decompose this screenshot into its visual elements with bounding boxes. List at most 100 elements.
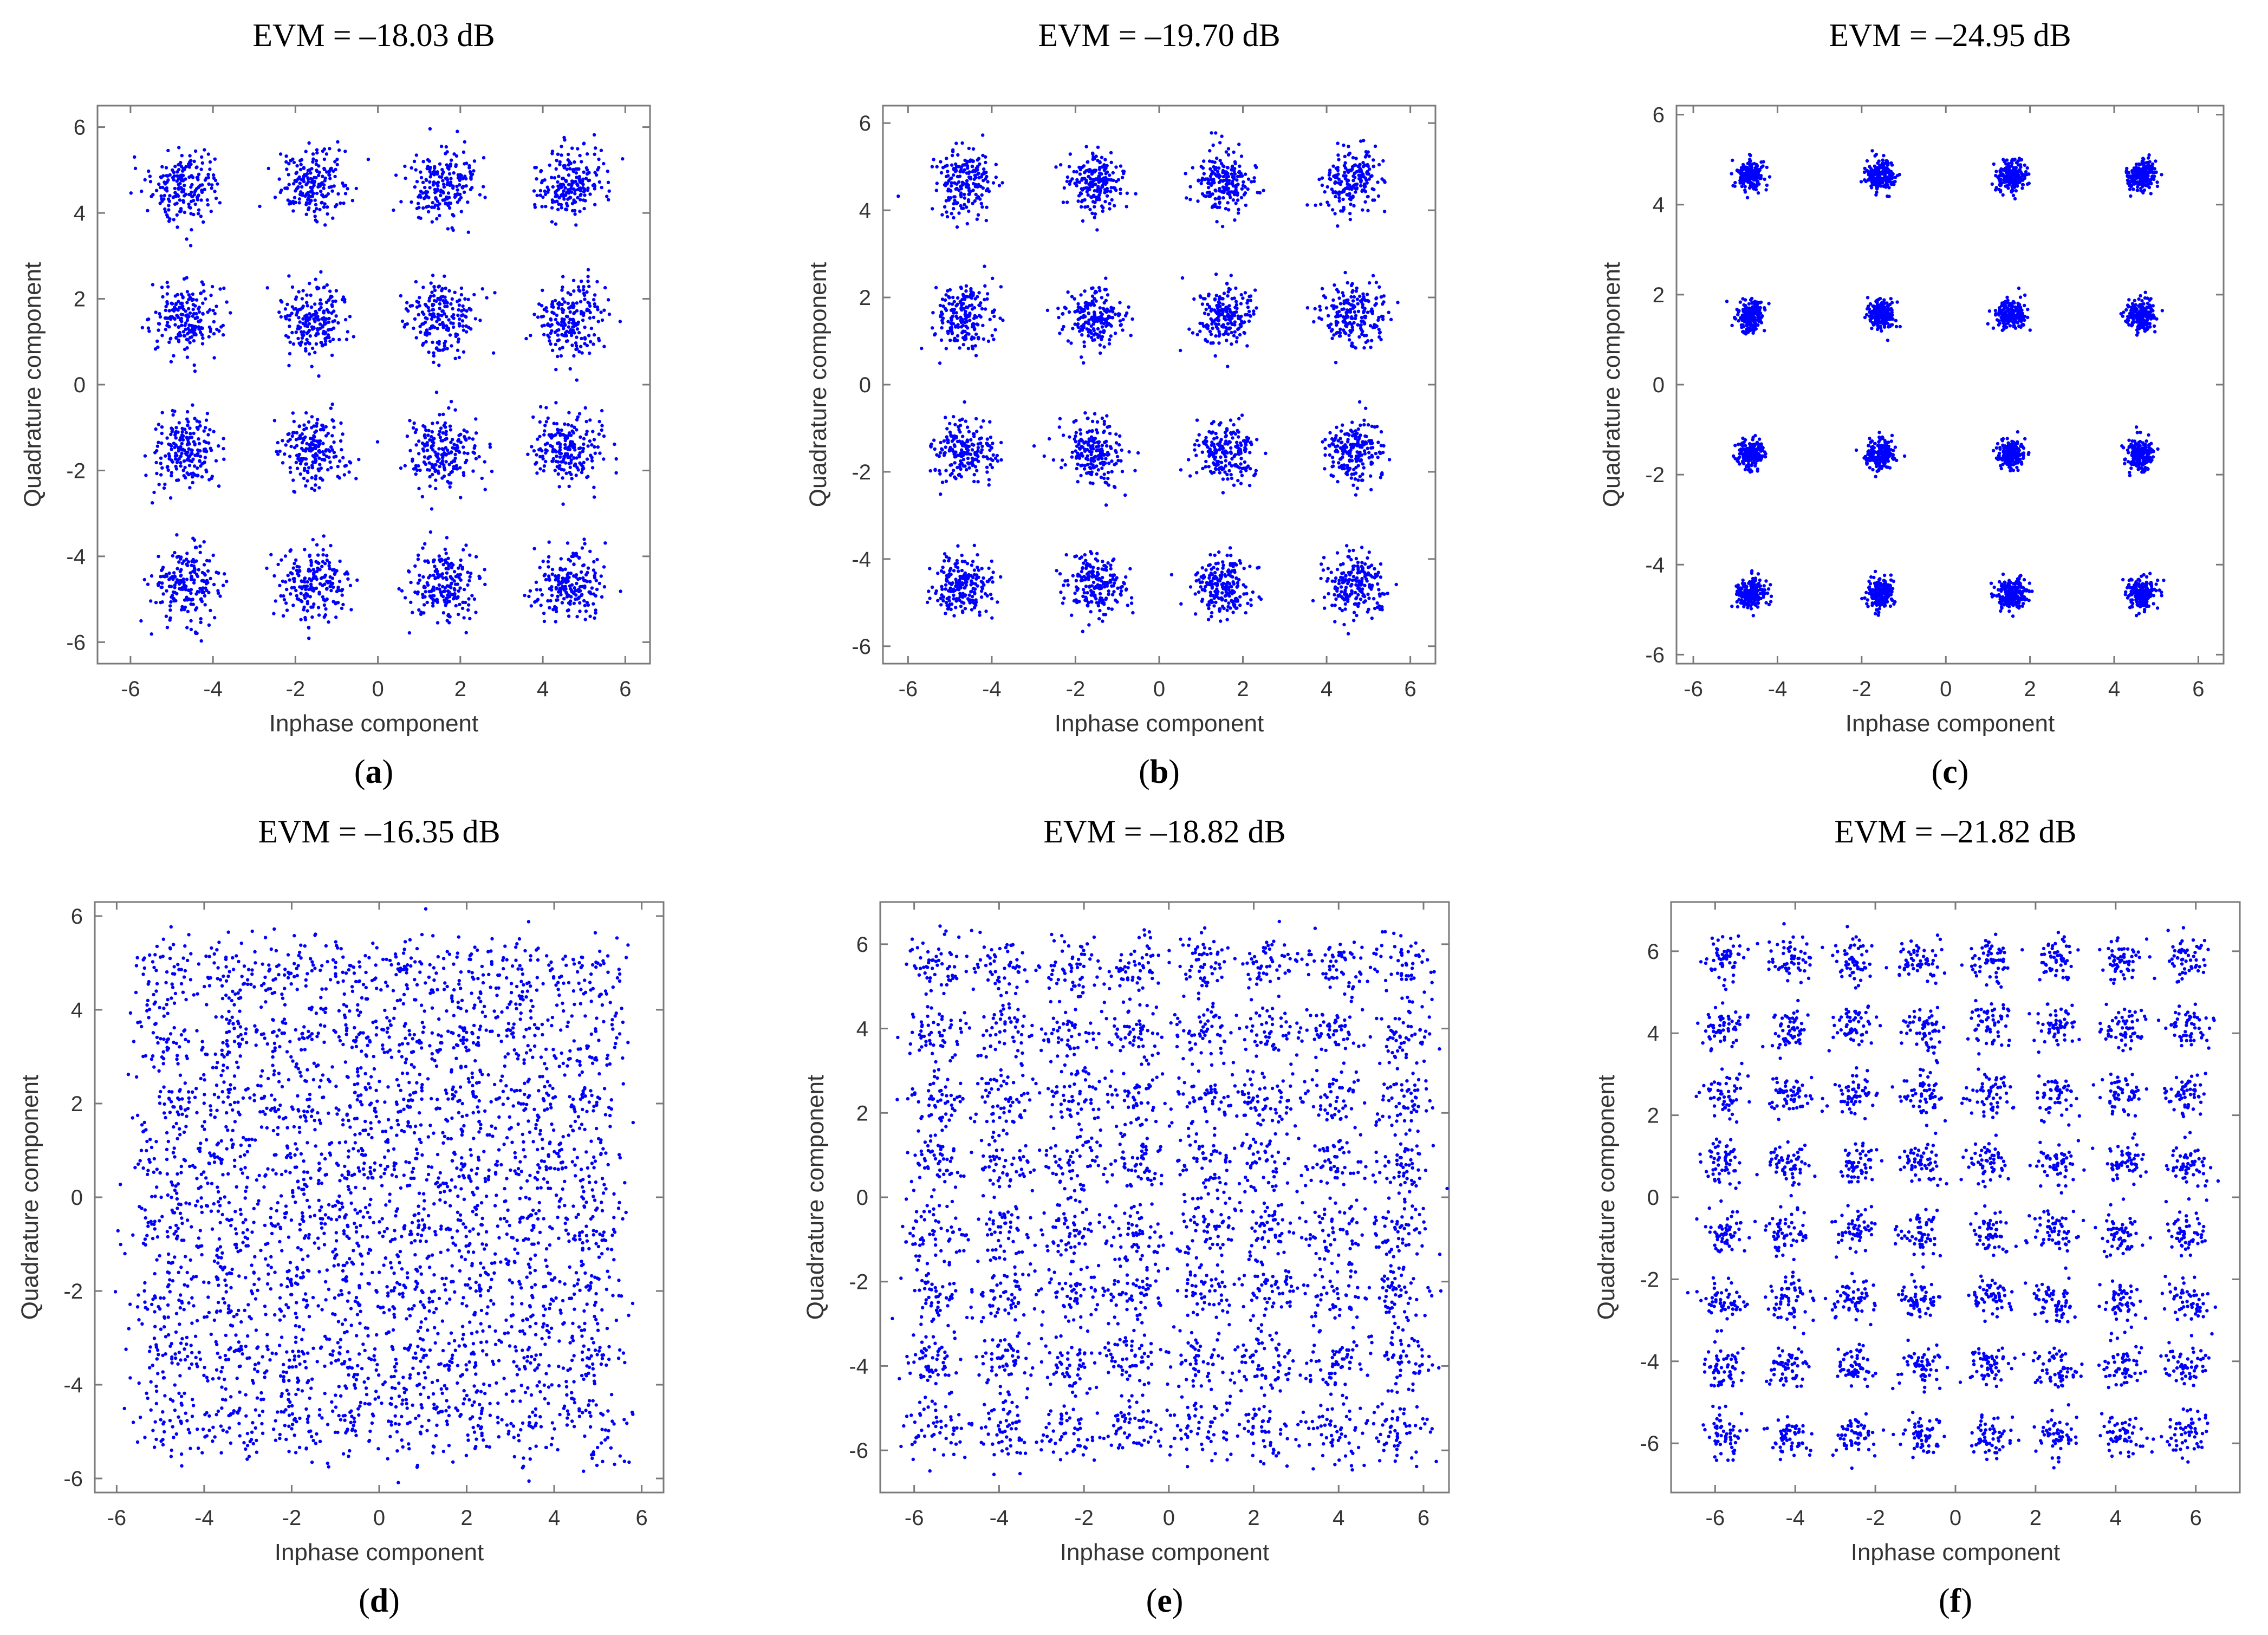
data-point <box>456 313 460 317</box>
data-point <box>333 572 337 576</box>
data-point <box>1227 601 1231 605</box>
data-point <box>1116 178 1121 181</box>
data-point <box>973 185 978 189</box>
data-point <box>932 438 936 442</box>
data-point <box>457 612 460 617</box>
data-point <box>593 304 597 308</box>
data-point <box>972 568 977 572</box>
data-point <box>447 406 451 410</box>
data-point <box>984 155 987 159</box>
data-point <box>1045 308 1050 312</box>
data-point <box>428 530 433 534</box>
data-point <box>563 446 567 450</box>
data-point <box>425 167 429 171</box>
data-point <box>187 202 191 206</box>
data-point <box>291 342 296 346</box>
data-point <box>534 580 538 585</box>
data-point <box>202 429 206 433</box>
data-point <box>538 588 542 592</box>
data-point <box>414 153 418 157</box>
data-point <box>432 360 436 364</box>
data-point <box>951 173 956 177</box>
data-point <box>1089 452 1093 457</box>
data-point <box>950 176 953 180</box>
data-point <box>1129 601 1134 605</box>
data-point <box>1070 613 1074 617</box>
data-point <box>174 426 178 430</box>
data-point <box>969 438 973 442</box>
data-point <box>1081 445 1085 449</box>
data-point <box>451 184 455 188</box>
data-point <box>1074 585 1078 589</box>
data-point <box>292 160 296 165</box>
data-point <box>179 316 184 321</box>
data-point <box>207 335 211 339</box>
data-point <box>174 451 178 455</box>
data-point <box>563 186 567 190</box>
data-point <box>160 411 164 414</box>
data-point <box>1100 567 1104 571</box>
data-point <box>182 459 186 463</box>
data-point <box>592 495 596 499</box>
data-point <box>324 300 329 304</box>
data-point <box>429 281 433 285</box>
data-point <box>1089 462 1093 466</box>
data-point <box>157 440 160 444</box>
data-point <box>425 581 429 585</box>
data-point <box>575 327 580 331</box>
data-point <box>940 448 944 452</box>
data-point <box>970 579 973 583</box>
data-point <box>308 199 312 203</box>
data-point <box>1091 459 1096 463</box>
data-point <box>221 323 225 327</box>
data-point <box>169 360 173 364</box>
data-point <box>317 183 321 186</box>
data-point <box>218 287 222 291</box>
data-point <box>440 289 444 293</box>
data-point <box>346 187 349 191</box>
data-point <box>965 222 970 226</box>
data-point <box>972 325 976 328</box>
data-point <box>303 618 308 621</box>
data-point <box>928 469 932 473</box>
data-point <box>191 303 195 307</box>
data-point <box>460 319 465 323</box>
data-point <box>983 307 987 311</box>
data-point <box>179 160 183 165</box>
data-point <box>311 443 315 446</box>
data-point <box>297 201 301 205</box>
data-point <box>185 557 189 561</box>
data-point <box>1195 571 1200 575</box>
data-point <box>452 152 456 156</box>
data-point <box>959 191 963 195</box>
data-point <box>954 606 958 609</box>
data-point <box>166 178 170 182</box>
data-point <box>488 442 492 446</box>
data-point <box>982 419 985 423</box>
data-point <box>1188 585 1193 589</box>
data-point <box>957 211 961 215</box>
data-point <box>947 449 952 453</box>
data-point <box>572 354 576 358</box>
data-point <box>584 177 588 180</box>
data-point <box>471 437 475 441</box>
data-point <box>539 604 543 607</box>
data-point <box>314 429 319 433</box>
data-point <box>474 611 478 614</box>
data-point <box>1110 607 1114 611</box>
data-point <box>1076 199 1080 203</box>
data-point <box>1095 189 1099 192</box>
data-point <box>277 310 281 314</box>
data-point <box>952 216 956 220</box>
data-point <box>584 432 588 436</box>
data-point <box>450 297 454 301</box>
data-point <box>174 464 178 469</box>
data-point <box>180 451 184 456</box>
data-point <box>567 484 571 488</box>
data-point <box>1217 550 1221 554</box>
data-point <box>294 588 298 593</box>
data-point <box>292 419 296 424</box>
data-point <box>199 198 203 202</box>
data-point <box>331 419 335 423</box>
data-point <box>432 299 437 303</box>
